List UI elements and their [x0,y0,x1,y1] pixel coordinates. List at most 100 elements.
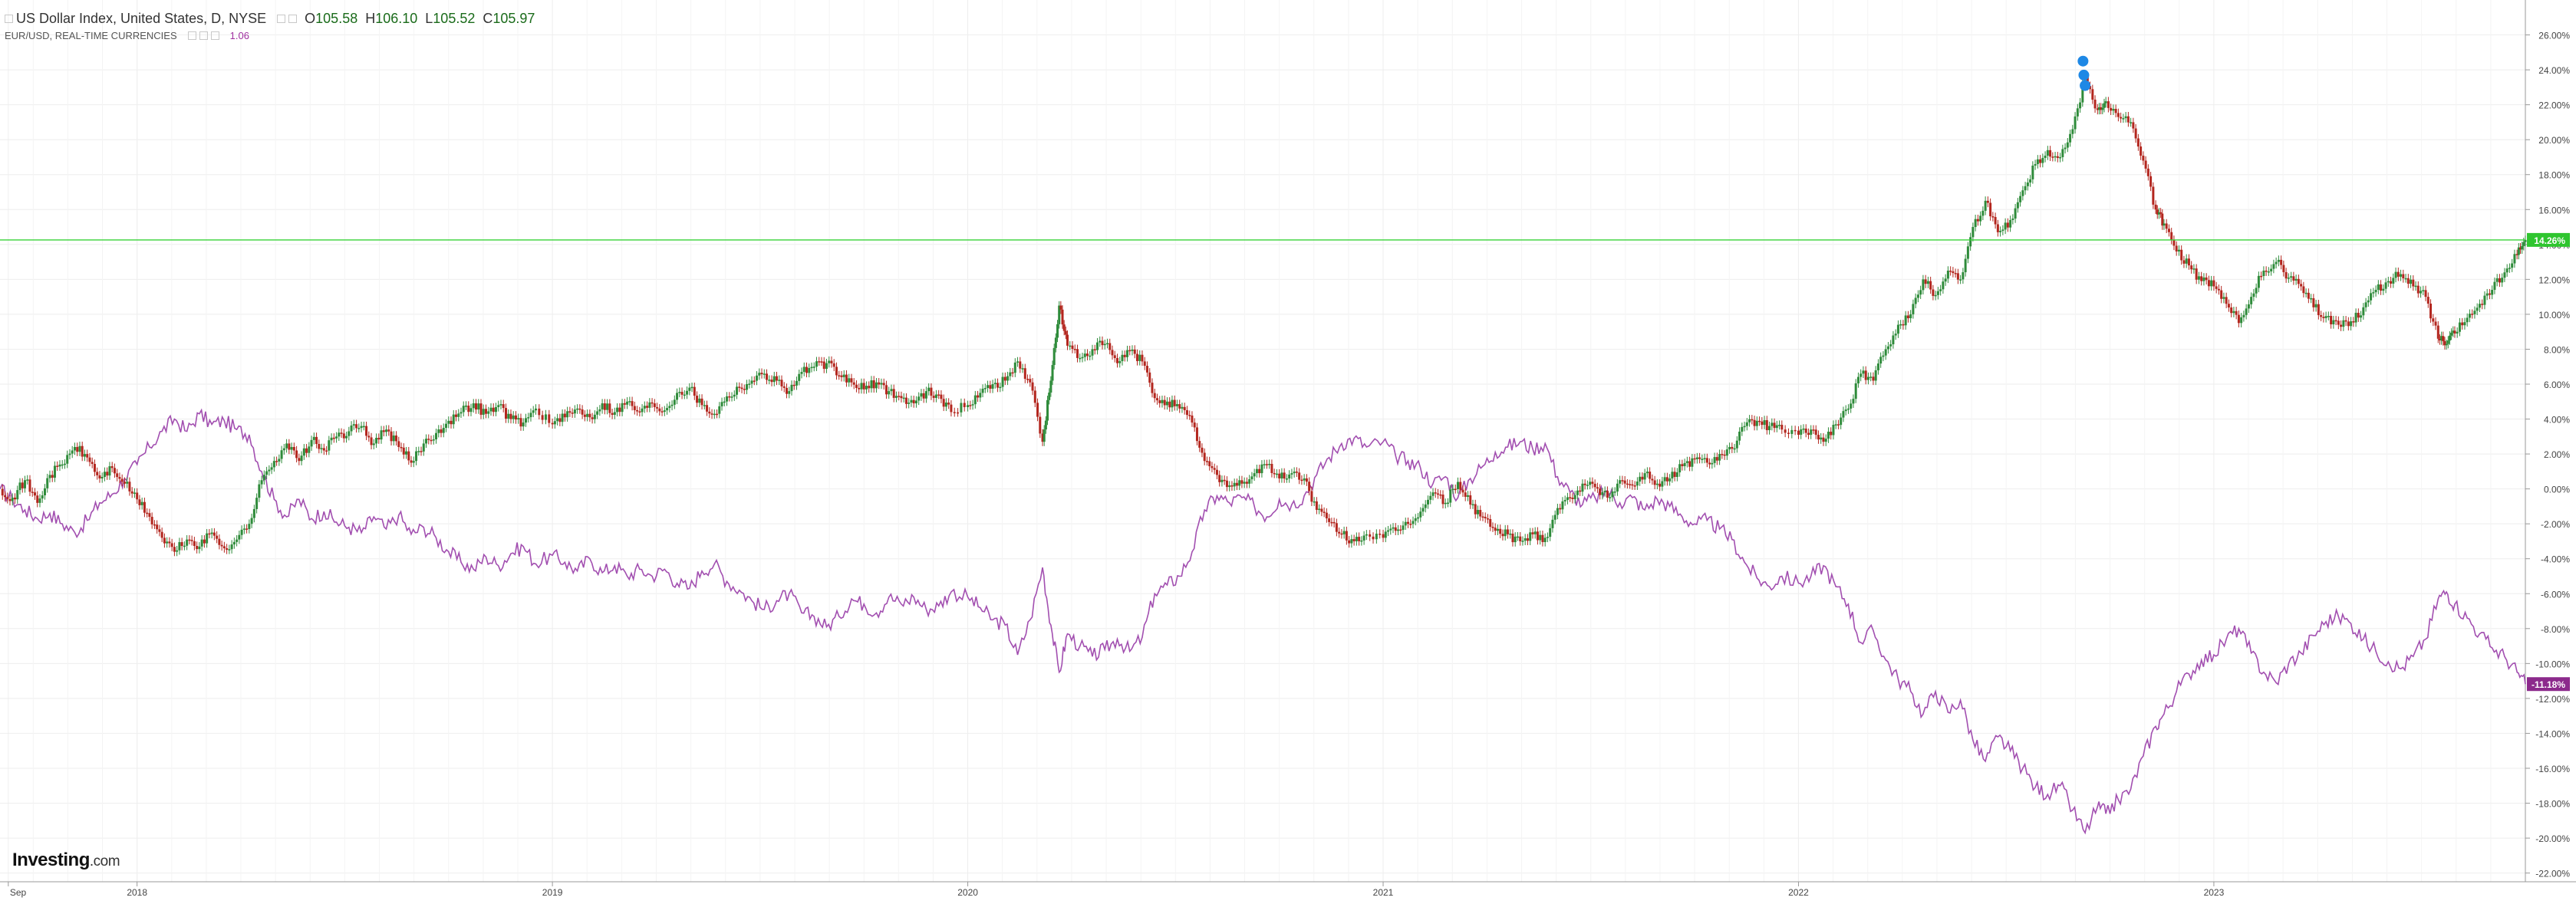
candle-body [1822,437,1825,442]
candle-body [1643,473,1646,480]
candle-body [884,385,888,395]
candle-body [2202,277,2205,281]
candle-body [534,408,537,411]
candle-body [206,533,209,544]
candle-body [422,443,425,452]
candle-body [1125,350,1128,357]
candle-body [2019,196,2022,202]
x-tick-label: 2020 [957,887,978,898]
candle-body [680,392,684,395]
candle-body [143,501,146,513]
candle-body [1959,279,1962,281]
candle-body [2044,156,2047,158]
candle-body [1735,440,1738,449]
candle-body [81,445,84,457]
dxy-last-badge [2527,232,2570,247]
candle-body [1079,357,1082,360]
candle-body [2458,322,2461,332]
candle-body [465,406,468,407]
candle-body [1962,272,1965,280]
candle-body [2350,321,2353,327]
candle-body [1280,472,1283,478]
collapse-toggle[interactable] [5,14,13,23]
candle-body [2390,281,2393,284]
candle-body [2483,295,2486,305]
candle-body [703,405,706,406]
candle-body [710,413,713,415]
candle-body [1218,475,1221,482]
comparison-visibility-icon[interactable] [187,31,196,40]
comparison-remove-icon[interactable] [210,31,219,40]
comparison-value: 1.06 [229,29,249,41]
candle-body [1787,432,1790,434]
candle-body [1932,289,1935,296]
event-marker[interactable] [2080,80,2091,91]
main-symbol-title[interactable]: US Dollar Index, United States, D, NYSE [16,10,267,26]
candle-body [1683,462,1686,467]
comparison-settings-icon[interactable] [199,31,208,40]
candle-body [2034,164,2037,166]
candle-body [2161,213,2164,226]
candle-body [1023,368,1026,380]
remove-icon[interactable] [288,14,298,23]
candle-body [73,446,76,451]
candle-body [1013,362,1016,373]
price-badges: 14.26% -11.18% [0,232,2570,692]
candle-body [1168,401,1171,408]
candle-body [2344,320,2347,322]
comparison-symbol-title[interactable]: EUR/USD, REAL-TIME CURRENCIES [5,29,177,41]
candle-body [912,399,915,404]
candle-body [2357,312,2360,318]
candle-body [1599,488,1602,495]
candle-body [2039,159,2042,163]
candle-body [305,448,308,453]
candle-body [272,461,275,468]
candle-body [519,418,522,427]
candle-body [1929,281,1932,290]
candle-body [58,464,61,467]
candle-body [2332,320,2335,324]
y-tick-label: 24.00% [2538,65,2570,76]
settings-icon[interactable] [277,14,286,23]
candle-body [2374,290,2377,293]
candle-body [1036,403,1039,417]
candle-body [46,478,49,488]
candle-body [357,428,361,429]
candle-body [1198,441,1201,448]
candle-body [2242,314,2245,317]
candle-body [509,413,512,419]
candle-body [2136,138,2140,147]
event-marker[interactable] [2078,69,2090,81]
candle-body [2468,314,2471,318]
candle-body [556,418,559,422]
candle-body [2471,314,2474,315]
investing-logo[interactable]: Investing.com [12,850,120,871]
candle-body [865,386,868,390]
candle-body [603,403,606,410]
candle-body [808,367,811,373]
candle-body [2394,271,2397,278]
candle-body [1096,342,1099,350]
comparison-series [0,408,2526,835]
candle-body [258,484,261,498]
y-tick-label: -2.00% [2541,519,2570,530]
candle-body [226,548,229,550]
candle-body [706,405,709,412]
candle-body [566,411,569,418]
event-marker[interactable] [2077,55,2089,67]
candle-body [1817,435,1820,440]
candle-body [818,361,821,363]
candle-body [1846,408,1850,410]
candle-body [1155,398,1158,401]
candle-body [1989,202,1992,217]
candle-body [1830,432,1833,436]
candle-body [618,407,621,413]
event-markers[interactable] [2077,55,2091,91]
candle-body [338,432,341,437]
candle-body [2265,270,2268,272]
candle-body [2485,293,2489,296]
candle-body [2195,268,2198,280]
y-tick-label: -18.00% [2535,799,2570,810]
